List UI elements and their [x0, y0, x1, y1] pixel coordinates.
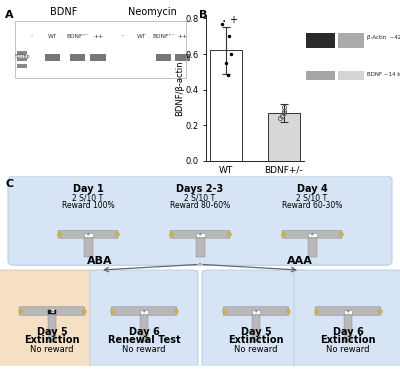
FancyBboxPatch shape [223, 307, 289, 315]
Text: A: A [5, 10, 14, 20]
Bar [306, 33, 335, 48]
Text: Day 6: Day 6 [129, 327, 159, 337]
Bar [17, 64, 26, 68]
FancyBboxPatch shape [282, 230, 342, 238]
Text: β-Actin  ~42 kDa: β-Actin ~42 kDa [367, 35, 400, 40]
Text: Extinction: Extinction [228, 336, 284, 346]
Text: BDNF ~14 kDa: BDNF ~14 kDa [367, 72, 400, 77]
FancyBboxPatch shape [315, 307, 381, 315]
FancyBboxPatch shape [58, 230, 118, 238]
Text: Reward 60-30%: Reward 60-30% [282, 201, 342, 209]
Bar [338, 33, 364, 48]
Bar [344, 310, 352, 314]
Bar [252, 310, 260, 314]
Bar [210, 50, 242, 161]
Bar [196, 238, 204, 256]
Text: BDNF⁺⁻: BDNF⁺⁻ [152, 34, 175, 39]
Y-axis label: BDNF/β-actin: BDNF/β-actin [175, 60, 184, 116]
Bar [84, 238, 92, 256]
Bar [308, 233, 316, 237]
Bar [175, 54, 190, 61]
Text: ABA: ABA [87, 256, 113, 266]
Text: B: B [199, 10, 208, 20]
Text: +: + [142, 309, 146, 314]
Bar [140, 310, 148, 314]
Text: +: + [254, 309, 258, 314]
Text: +: + [229, 16, 237, 26]
Text: Days 2-3: Days 2-3 [176, 184, 224, 194]
Text: ++: ++ [93, 34, 103, 39]
Bar [268, 113, 300, 161]
Text: AAA: AAA [287, 256, 313, 266]
Bar [308, 238, 316, 256]
Text: -: - [121, 34, 124, 39]
Bar [48, 315, 56, 342]
Text: BDNF⁺⁻: BDNF⁺⁻ [66, 34, 89, 39]
FancyBboxPatch shape [111, 307, 177, 315]
Bar [17, 51, 26, 54]
Bar [252, 315, 260, 342]
Text: Reward 100%: Reward 100% [62, 201, 114, 209]
Text: Day 4: Day 4 [297, 184, 327, 194]
FancyBboxPatch shape [8, 176, 392, 265]
Bar [338, 71, 364, 80]
Bar [196, 233, 204, 237]
Text: Reward 80-60%: Reward 80-60% [170, 201, 230, 209]
Text: B: B [50, 309, 54, 314]
Text: C: C [6, 179, 14, 189]
Bar [70, 54, 85, 61]
FancyBboxPatch shape [19, 307, 85, 315]
Bar [156, 54, 171, 61]
Text: BDNF: BDNF [50, 7, 78, 17]
Text: No reward: No reward [122, 345, 166, 354]
Text: Day 5: Day 5 [37, 327, 67, 337]
Text: Renewal Test: Renewal Test [108, 336, 180, 346]
Text: WT: WT [137, 34, 146, 39]
Text: +: + [346, 309, 350, 314]
FancyBboxPatch shape [90, 270, 198, 367]
Bar [306, 71, 335, 80]
Text: Day 1: Day 1 [73, 184, 103, 194]
Bar [17, 58, 26, 61]
Bar [344, 315, 352, 342]
Bar [90, 54, 106, 61]
FancyBboxPatch shape [294, 270, 400, 367]
Text: WT: WT [48, 34, 58, 39]
Text: ++: ++ [178, 34, 188, 39]
Text: +: + [86, 232, 90, 237]
Text: ·: · [221, 15, 226, 29]
Text: +: + [310, 232, 314, 237]
Bar [45, 54, 60, 61]
Text: Extinction: Extinction [320, 336, 376, 346]
Text: Neomycin: Neomycin [128, 7, 177, 17]
Text: Day 5: Day 5 [241, 327, 271, 337]
Text: 2 S/10 T: 2 S/10 T [296, 193, 328, 202]
Bar [84, 233, 92, 237]
Text: No reward: No reward [326, 345, 370, 354]
Text: +: + [198, 232, 202, 237]
Text: 2 S/10 T: 2 S/10 T [72, 193, 104, 202]
FancyBboxPatch shape [170, 230, 230, 238]
Text: 500bp: 500bp [14, 54, 30, 59]
Text: No reward: No reward [30, 345, 74, 354]
Text: -: - [31, 34, 33, 39]
Bar [140, 315, 148, 342]
FancyBboxPatch shape [0, 270, 106, 367]
Text: Extinction: Extinction [24, 336, 80, 346]
Text: No reward: No reward [234, 345, 278, 354]
FancyBboxPatch shape [202, 270, 310, 367]
Text: Day 6: Day 6 [333, 327, 363, 337]
Bar [48, 310, 56, 314]
Text: 2 S/10 T: 2 S/10 T [184, 193, 216, 202]
